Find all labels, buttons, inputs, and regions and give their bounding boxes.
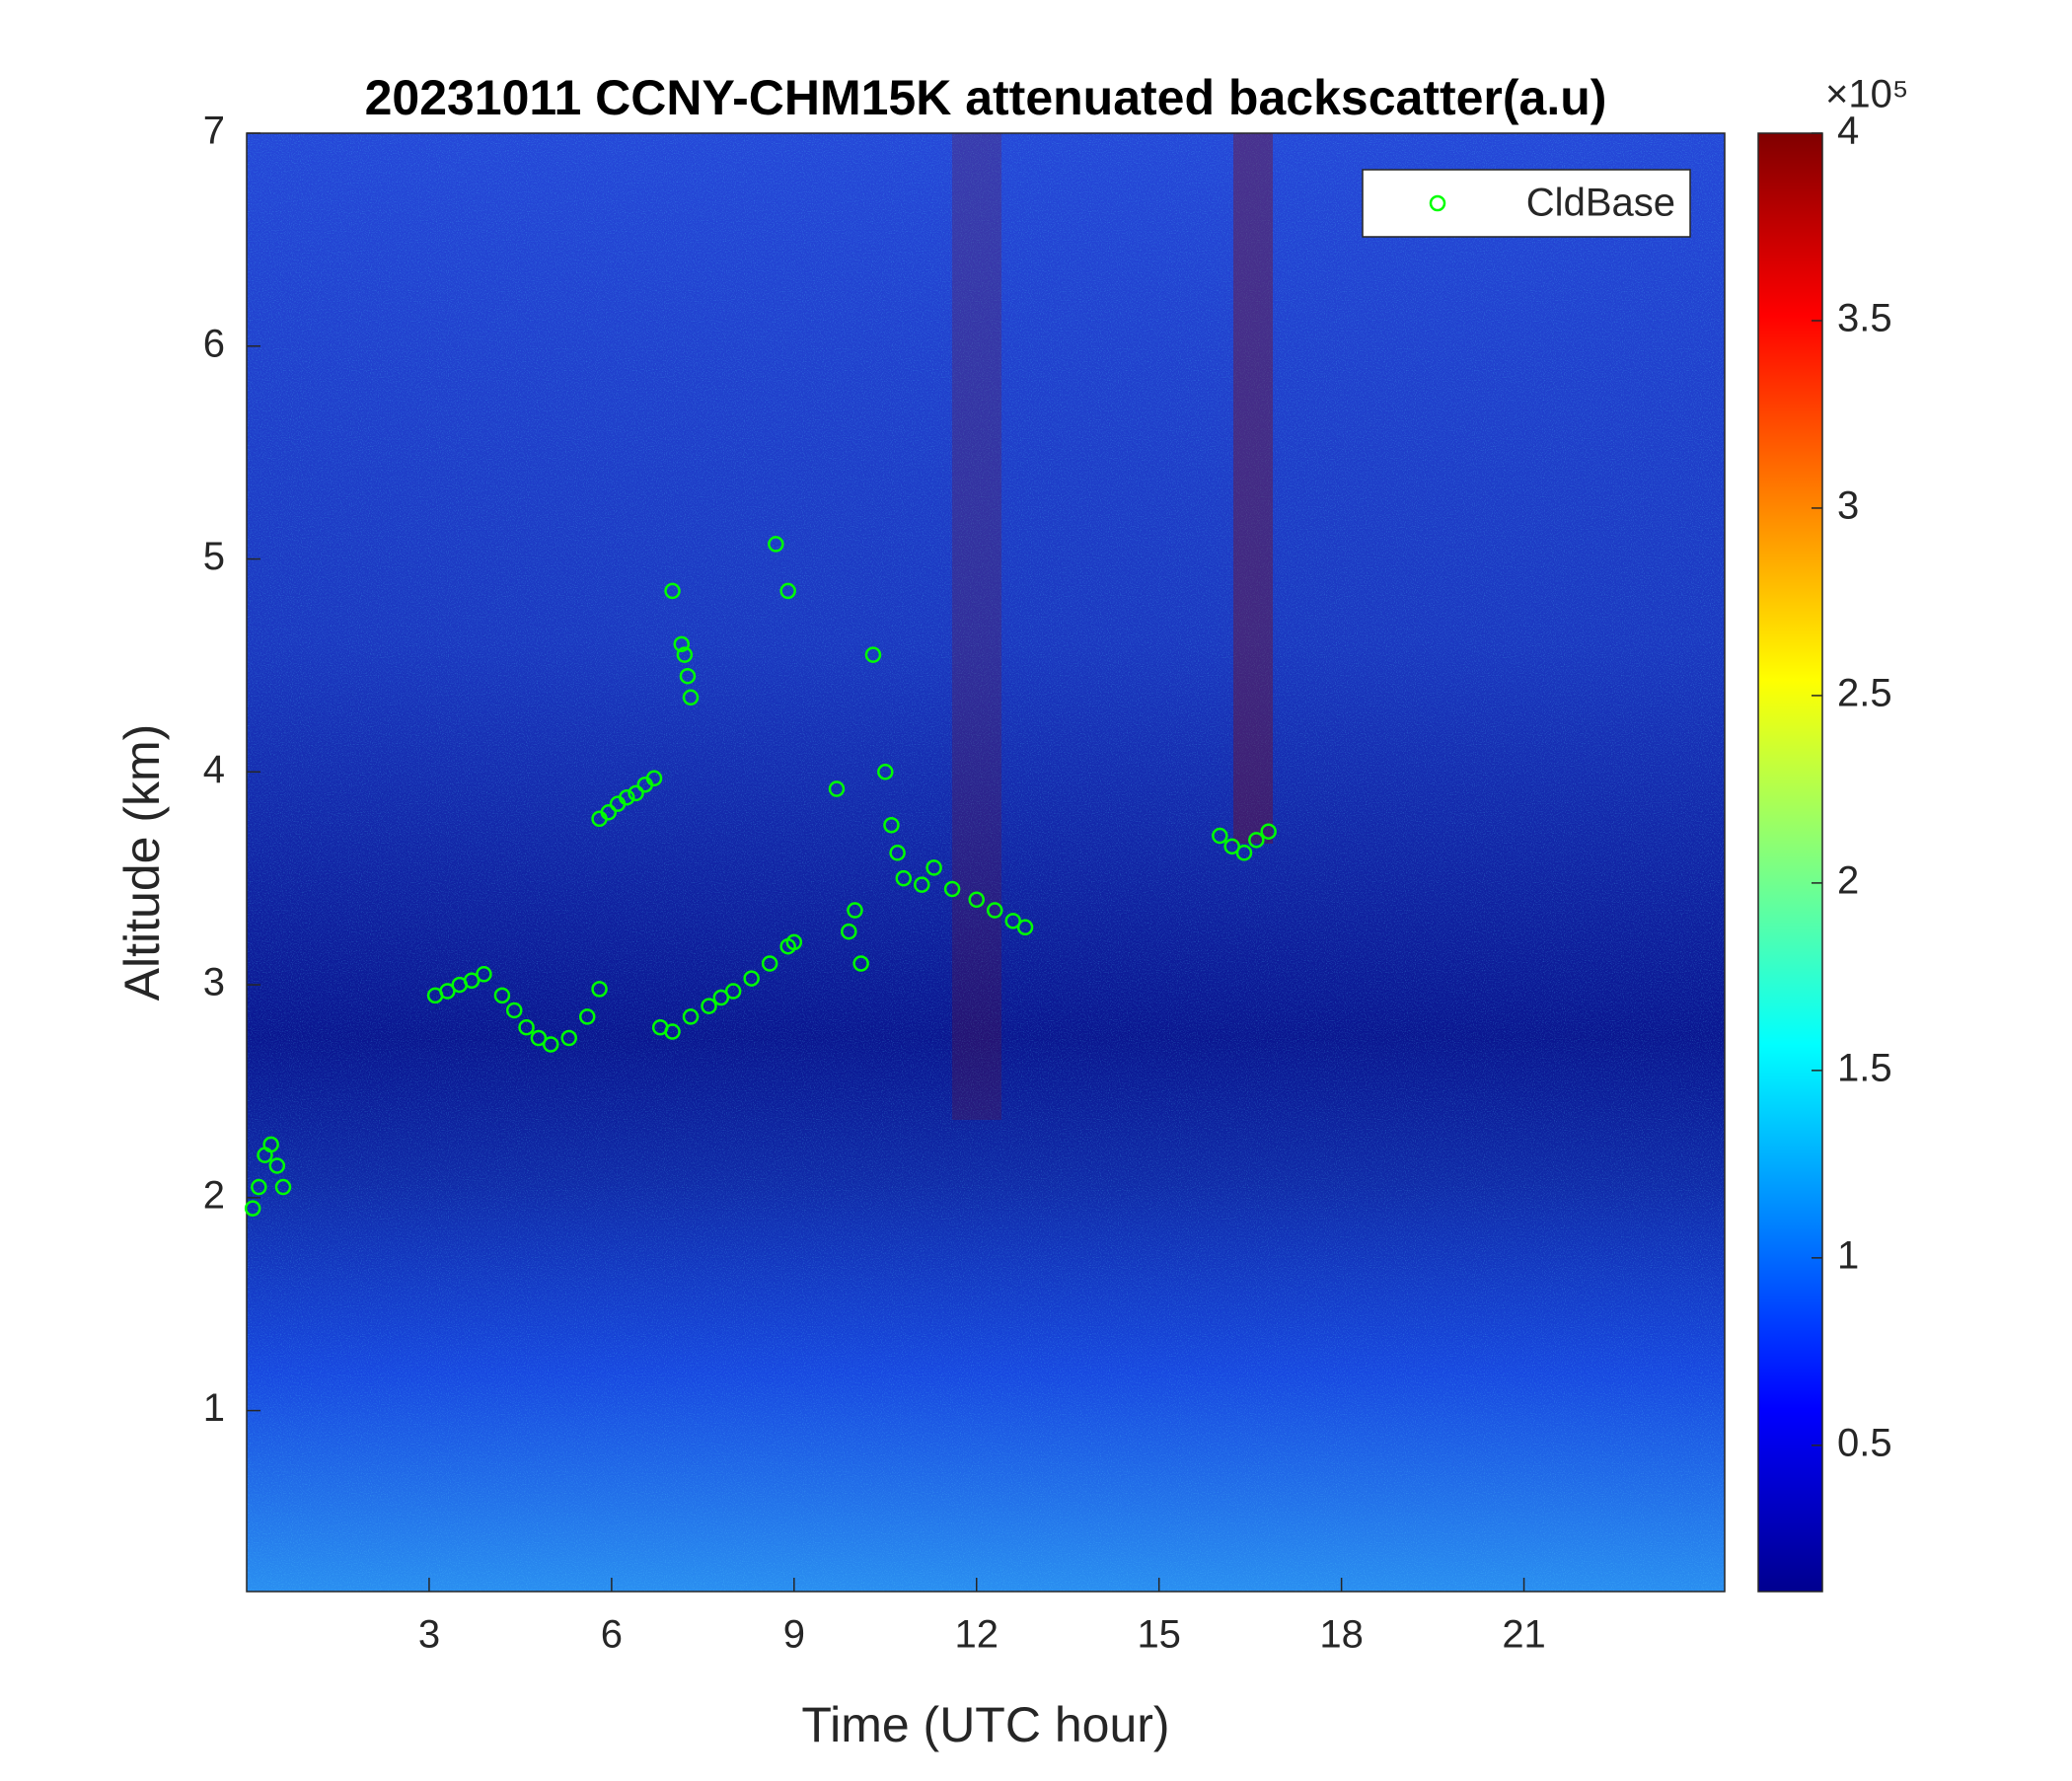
cloud-base-point	[676, 646, 694, 663]
cloud-base-point	[493, 987, 511, 1004]
cloud-base-point	[828, 780, 846, 797]
cloud-base-point	[724, 983, 742, 1000]
x-tick-label: 9	[783, 1613, 805, 1657]
cloud-base-point	[244, 1200, 261, 1217]
legend	[1362, 169, 1691, 238]
cloud-base-point	[1212, 827, 1228, 845]
colorbar-tick-label: 2.5	[1837, 671, 1892, 714]
cloud-base-point	[664, 582, 681, 600]
cloud-base-point	[619, 788, 635, 806]
y-tick-label: 1	[203, 1386, 225, 1430]
cloud-base-point	[1248, 832, 1265, 849]
cloud-base-point	[600, 804, 618, 821]
cloud-base-point	[743, 970, 760, 987]
colorbar-label: ×10⁵	[1825, 73, 1908, 116]
y-tick-label: 4	[203, 748, 225, 791]
cloud-base-point	[682, 1008, 700, 1025]
cloud-base-point	[251, 1178, 267, 1196]
cloud-base-point	[847, 902, 863, 919]
cloud-base-point	[518, 1018, 535, 1036]
cloud-base-point	[476, 966, 492, 983]
x-tick-label: 15	[1137, 1613, 1181, 1657]
cloud-base-point	[701, 998, 717, 1014]
y-tick-label: 5	[203, 535, 225, 578]
cloud-base-point	[864, 646, 882, 663]
colorbar-tick-label: 2	[1837, 858, 1859, 902]
y-tick-label: 6	[203, 322, 225, 365]
cloud-base-point	[841, 923, 857, 940]
x-tick-label: 3	[418, 1613, 440, 1657]
cloud-base-point	[578, 1008, 596, 1025]
cloud-base-point	[268, 1157, 286, 1174]
y-axis-label: Altitude (km)	[114, 724, 170, 1002]
colorbar-tick-label: 1.5	[1837, 1046, 1892, 1089]
colorbar-tick-label: 3.5	[1837, 297, 1892, 340]
cloud-base-point	[768, 536, 784, 553]
cloud-base-point	[560, 1029, 577, 1047]
colorbar-tick-label: 4	[1837, 110, 1859, 153]
colorbar-tick-label: 1	[1837, 1233, 1859, 1277]
cloud-base-point	[1260, 823, 1277, 840]
y-tick-label: 3	[203, 961, 225, 1004]
plot-frame	[246, 132, 1726, 1593]
cloud-base-point	[542, 1036, 559, 1053]
chart-title: 20231011 CCNY-CHM15K attenuated backscat…	[365, 70, 1607, 125]
cloud-base-point	[645, 770, 663, 787]
cloud-base-point	[889, 845, 906, 861]
legend-marker	[1429, 194, 1446, 212]
cloud-base-point	[877, 764, 894, 780]
y-tick-label: 2	[203, 1173, 225, 1217]
cloud-base-point	[682, 689, 700, 706]
colorbar-tick-label: 3	[1837, 484, 1859, 528]
cloud-base-point	[1223, 838, 1240, 855]
cloud-base-point	[785, 933, 803, 951]
x-axis-label: Time (UTC hour)	[801, 1697, 1169, 1752]
cloud-base-point	[439, 983, 456, 1000]
cloud-base-point	[1004, 913, 1021, 929]
legend-label: CldBase	[1526, 182, 1675, 225]
cloud-base-point	[274, 1178, 292, 1196]
cloud-base-point	[664, 1023, 681, 1040]
cloud-base-point	[943, 880, 961, 898]
cloud-base-point	[883, 816, 900, 834]
cloud-base-point	[712, 989, 730, 1006]
cloud-base-point	[679, 667, 697, 685]
cloud-base-point	[852, 955, 869, 972]
y-tick-label: 7	[203, 110, 225, 153]
cloud-base-point	[1016, 919, 1034, 936]
cloud-base-point	[628, 784, 644, 802]
x-tick-label: 12	[955, 1613, 999, 1657]
cloud-base-point	[505, 1002, 523, 1019]
colorbar-tick-label: 0.5	[1837, 1421, 1892, 1464]
cloud-base-point	[925, 859, 942, 876]
cloud-base-point	[1235, 845, 1253, 861]
cloud-base-point	[463, 972, 481, 990]
x-tick-label: 21	[1502, 1613, 1546, 1657]
cloud-base-point	[262, 1136, 279, 1153]
cloud-base-point	[968, 891, 986, 909]
cloud-base-point	[761, 955, 778, 972]
x-tick-label: 6	[601, 1613, 623, 1657]
cloud-base-point	[914, 876, 930, 893]
cloud-base-point	[986, 902, 1003, 919]
x-tick-label: 18	[1319, 1613, 1364, 1657]
colorbar	[1757, 132, 1823, 1593]
cloud-base-point	[591, 981, 608, 998]
backscatter-image	[247, 133, 1725, 1592]
cloud-base-point	[779, 582, 796, 600]
cloud-base-point	[673, 635, 691, 653]
cloud-base-point	[895, 869, 913, 887]
cloud-base-point	[530, 1029, 548, 1047]
